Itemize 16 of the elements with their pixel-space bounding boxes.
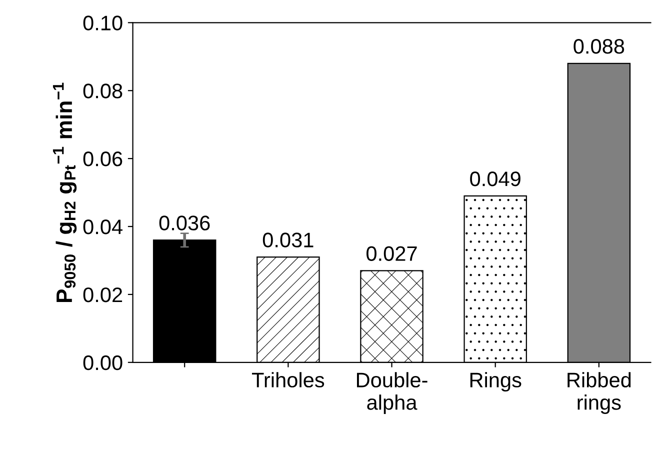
data-label: 0.036: [159, 216, 210, 230]
data-label: 0.088: [574, 38, 624, 54]
x-tick-label: Double- alpha: [356, 372, 428, 414]
y-tick-label: 0.08: [83, 84, 122, 98]
y-tick-label: 0.10: [83, 16, 122, 30]
y-tick-label: 0.06: [83, 152, 122, 166]
x-tick-label: Triholes: [252, 372, 324, 388]
x-tick-label: Ribbed rings: [568, 372, 631, 414]
y-tick-label: 0.04: [83, 220, 122, 234]
data-label: 0.049: [470, 171, 520, 186]
y-tick-label: 0.02: [83, 287, 122, 302]
y-tick-label: 0.00: [83, 355, 122, 370]
data-label: 0.027: [366, 246, 417, 261]
x-tick-label: Rings: [470, 372, 522, 392]
text: P$_{9050}$ / g$_{H2}$ g$_{Pt}$$^{−1}$ min$^{−1}$: [52, 82, 77, 302]
data-label: 0.031: [262, 232, 314, 248]
